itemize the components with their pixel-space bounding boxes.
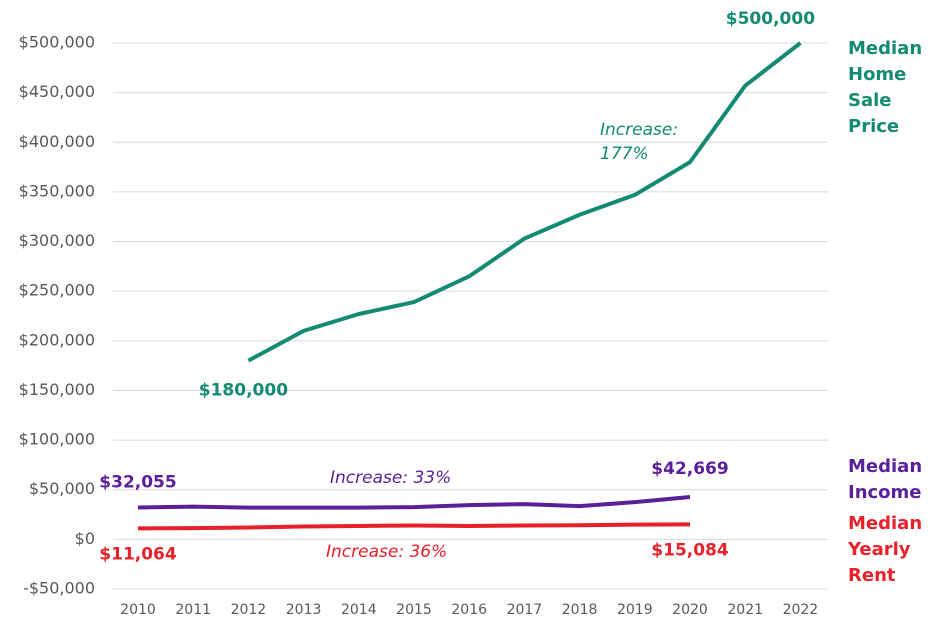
series-line [247, 41, 802, 363]
y-tick-label: $450,000 [19, 82, 95, 101]
y-tick-label: $250,000 [19, 281, 95, 300]
annotation: Increase: 36% [326, 542, 448, 562]
data-label: $11,064 [99, 544, 177, 564]
annotation: Increase: 33% [330, 468, 452, 488]
series-line [137, 522, 691, 531]
x-tick-label: 2018 [562, 602, 598, 618]
y-tick-label: $0 [75, 529, 95, 548]
y-tick-label: $200,000 [19, 330, 95, 349]
y-tick-label: $150,000 [19, 380, 95, 399]
x-tick-label: 2016 [451, 602, 487, 618]
data-label: $180,000 [199, 381, 288, 401]
x-tick-label: 2013 [286, 602, 322, 618]
annotation: Increase: 177% [600, 120, 679, 164]
data-label: $500,000 [726, 9, 815, 29]
series-line [137, 495, 691, 510]
legend-label: Median Income [848, 456, 923, 503]
y-tick-label: $350,000 [19, 181, 95, 200]
y-tick-label: $100,000 [19, 430, 95, 449]
data-label: $15,084 [651, 540, 729, 560]
legend-label: Median Home Sale Price [848, 38, 923, 137]
x-tick-label: 2014 [341, 602, 377, 618]
x-tick-label: 2015 [396, 602, 432, 618]
x-tick-label: 2011 [175, 602, 211, 618]
data-label: $42,669 [651, 459, 728, 479]
x-tick-label: 2017 [507, 602, 543, 618]
x-tick-label: 2012 [231, 602, 267, 618]
y-tick-label: $400,000 [19, 132, 95, 151]
legend-label: Median Yearly Rent [848, 513, 923, 586]
y-tick-label: -$50,000 [23, 579, 95, 598]
data-label: $32,055 [99, 473, 176, 493]
x-tick-label: 2022 [783, 602, 819, 618]
x-tick-label: 2020 [672, 602, 708, 618]
y-tick-label: $50,000 [29, 479, 95, 498]
x-tick-label: 2010 [120, 602, 156, 618]
x-tick-label: 2019 [617, 602, 653, 618]
x-tick-label: 2021 [727, 602, 763, 618]
y-tick-label: $300,000 [19, 231, 95, 250]
y-tick-label: $500,000 [19, 33, 95, 52]
